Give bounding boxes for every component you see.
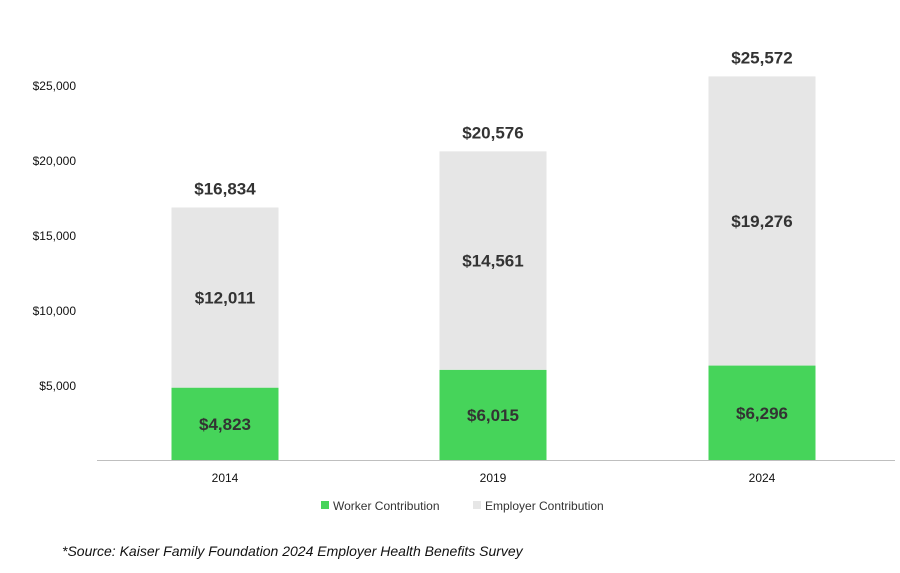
worker-bar-segment: [439, 369, 547, 460]
total-value-label: $20,576: [462, 123, 523, 142]
employer-value-label: $12,011: [195, 289, 256, 308]
employer-value-label: $14,561: [462, 252, 523, 271]
worker-bar-segment: [171, 387, 279, 460]
legend-label-employer: Employer Contribution: [485, 499, 604, 513]
legend-swatch-worker: [321, 501, 329, 509]
employer-bar-segment: [708, 76, 816, 366]
source-note: *Source: Kaiser Family Foundation 2024 E…: [62, 543, 523, 559]
worker-value-label: $6,296: [736, 404, 788, 423]
y-tick-label: $10,000: [33, 304, 77, 318]
worker-bar-segment: [708, 365, 816, 460]
y-tick-label: $15,000: [33, 229, 77, 243]
y-tick-label: $20,000: [33, 154, 77, 168]
legend-swatch-employer: [473, 501, 481, 509]
total-value-label: $16,834: [194, 179, 256, 198]
employer-bar-segment: [171, 207, 279, 388]
total-value-label: $25,572: [731, 48, 792, 67]
x-tick-label: 2019: [480, 471, 507, 485]
x-tick-label: 2014: [212, 471, 239, 485]
employer-bar-segment: [439, 151, 547, 370]
x-tick-label: 2024: [749, 471, 776, 485]
employer-value-label: $19,276: [731, 212, 792, 231]
worker-value-label: $6,015: [467, 406, 519, 425]
y-tick-label: $5,000: [39, 379, 76, 393]
legend-label-worker: Worker Contribution: [333, 499, 440, 513]
worker-value-label: $4,823: [199, 415, 251, 434]
y-tick-label: $25,000: [33, 79, 77, 93]
